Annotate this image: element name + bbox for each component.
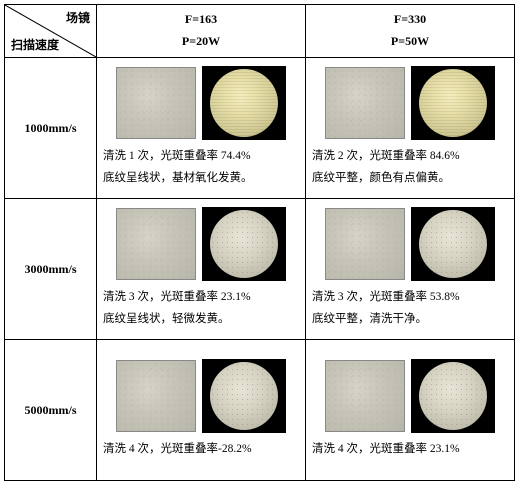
- experiment-table: 场镜 扫描速度 F=163 P=20W F=330 P=50W 1000mm/s: [4, 4, 515, 481]
- col1-header: F=163 P=20W: [97, 5, 306, 58]
- sample-flat-image: [116, 360, 196, 432]
- sample-scope-image: [411, 359, 495, 433]
- cell-r2-c2: 清洗 4 次，光斑重叠率 23.1%: [306, 340, 515, 481]
- scope-circle: [419, 362, 487, 430]
- sample-flat-image: [325, 208, 405, 280]
- diagonal-header-cell: 场镜 扫描速度: [5, 5, 97, 58]
- header-row-axis: 扫描速度: [11, 36, 59, 53]
- table-row: 3000mm/s 清洗 3 次，光斑重叠率 23.1% 底纹呈线状，轻微发黄。: [5, 199, 515, 340]
- sample-scope-image: [202, 359, 286, 433]
- cell-r1-c1: 清洗 3 次，光斑重叠率 23.1% 底纹呈线状，轻微发黄。: [97, 199, 306, 340]
- row-label: 1000mm/s: [5, 58, 97, 199]
- cell-r0-c2: 清洗 2 次，光斑重叠率 84.6% 底纹平整，颜色有点偏黄。: [306, 58, 515, 199]
- caption-line: 底纹呈线状，基材氧化发黄。: [103, 168, 299, 190]
- col1-power: P=20W: [103, 31, 299, 53]
- header-col-axis: 场镜: [66, 9, 90, 26]
- caption-line: 底纹平整，清洗干净。: [312, 309, 508, 331]
- caption-line: 清洗 1 次，光斑重叠率 74.4%: [103, 146, 299, 168]
- caption-line: 清洗 4 次，光斑重叠率 23.1%: [312, 439, 508, 461]
- caption-line: 底纹呈线状，轻微发黄。: [103, 309, 299, 331]
- scope-circle: [210, 69, 278, 137]
- caption-line: 清洗 3 次，光斑重叠率 53.8%: [312, 287, 508, 309]
- caption-line: 清洗 4 次，光斑重叠率-28.2%: [103, 439, 299, 461]
- header-row: 场镜 扫描速度 F=163 P=20W F=330 P=50W: [5, 5, 515, 58]
- col2-power: P=50W: [312, 31, 508, 53]
- sample-scope-image: [411, 207, 495, 281]
- row-label: 3000mm/s: [5, 199, 97, 340]
- cell-r0-c1: 清洗 1 次，光斑重叠率 74.4% 底纹呈线状，基材氧化发黄。: [97, 58, 306, 199]
- caption-line: 底纹平整，颜色有点偏黄。: [312, 168, 508, 190]
- scope-circle: [419, 210, 487, 278]
- caption-line: 清洗 2 次，光斑重叠率 84.6%: [312, 146, 508, 168]
- caption-line: 清洗 3 次，光斑重叠率 23.1%: [103, 287, 299, 309]
- col1-focal: F=163: [103, 9, 299, 31]
- sample-flat-image: [325, 67, 405, 139]
- sample-scope-image: [202, 66, 286, 140]
- sample-scope-image: [202, 207, 286, 281]
- table-row: 5000mm/s 清洗 4 次，光斑重叠率-28.2%: [5, 340, 515, 481]
- col2-header: F=330 P=50W: [306, 5, 515, 58]
- scope-circle: [419, 69, 487, 137]
- col2-focal: F=330: [312, 9, 508, 31]
- row-label: 5000mm/s: [5, 340, 97, 481]
- scope-circle: [210, 210, 278, 278]
- scope-circle: [210, 362, 278, 430]
- cell-r1-c2: 清洗 3 次，光斑重叠率 53.8% 底纹平整，清洗干净。: [306, 199, 515, 340]
- sample-flat-image: [116, 67, 196, 139]
- sample-flat-image: [116, 208, 196, 280]
- sample-flat-image: [325, 360, 405, 432]
- cell-r2-c1: 清洗 4 次，光斑重叠率-28.2%: [97, 340, 306, 481]
- sample-scope-image: [411, 66, 495, 140]
- table-row: 1000mm/s 清洗 1 次，光斑重叠率 74.4% 底纹呈线状，基材氧化发黄…: [5, 58, 515, 199]
